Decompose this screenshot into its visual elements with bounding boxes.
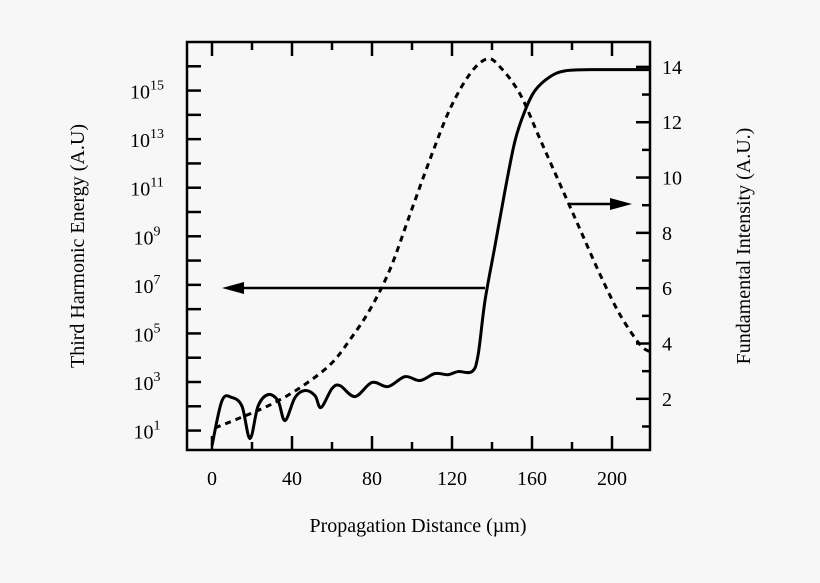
x-tick-label: 80 (362, 468, 382, 490)
y-left-tick-label: 109 (134, 224, 161, 249)
y-right-tick-label: 4 (662, 334, 672, 356)
y-right-tick-label: 10 (662, 168, 682, 190)
arrow-left-head (222, 282, 244, 294)
y-left-tick-label: 101 (134, 419, 161, 444)
y-right-tick-label: 12 (662, 112, 682, 134)
x-tick-label: 160 (517, 468, 547, 490)
y-left-tick-label: 1011 (130, 176, 163, 201)
fundamental-intensity-curve (214, 57, 651, 430)
y-right-tick-label: 6 (662, 278, 672, 300)
y-right-tick-label: 14 (662, 57, 682, 79)
y-left-tick-label: 103 (134, 370, 161, 395)
y-right-tick-label: 8 (662, 223, 672, 245)
x-tick-label: 200 (597, 468, 627, 490)
x-tick-label: 40 (282, 468, 302, 490)
y-left-tick-label: 1013 (130, 127, 164, 152)
third-harmonic-curve (210, 68, 651, 446)
y-axis-left-title: Third Harmonic Energy (A.U) (67, 124, 89, 368)
plot-frame (185, 40, 652, 452)
x-tick-label: 0 (207, 468, 217, 490)
arrow-right-head (610, 198, 632, 210)
y-left-tick-label: 105 (134, 321, 161, 346)
y-axis-right-title: Fundamental Intensity (A.U.) (733, 128, 755, 365)
y-left-tick-label: 107 (134, 273, 161, 298)
y-left-tick-label: 1015 (130, 79, 164, 104)
y-right-tick-label: 2 (662, 389, 672, 411)
x-axis-title: Propagation Distance (µm) (309, 515, 526, 537)
x-tick-label: 120 (437, 468, 467, 490)
